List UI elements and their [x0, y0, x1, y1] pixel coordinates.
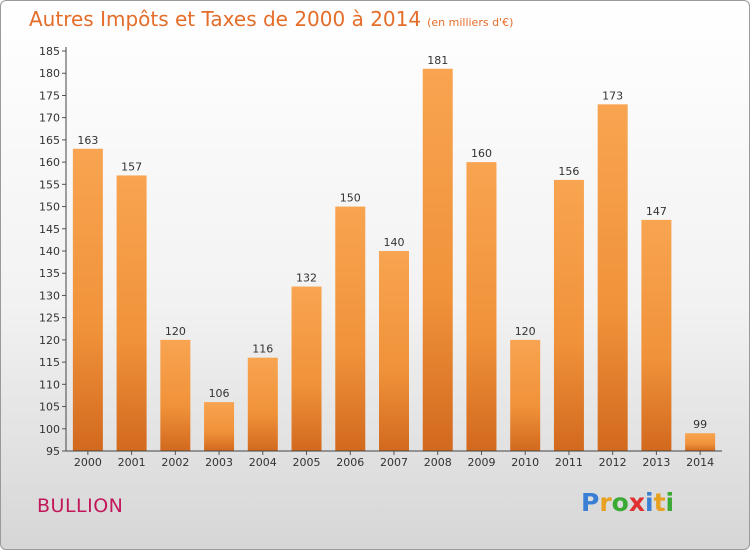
bar-value-label: 132 — [296, 272, 317, 285]
bar-value-label: 160 — [471, 147, 492, 160]
logo-letter: o — [611, 488, 629, 517]
x-tick-label: 2005 — [293, 456, 321, 469]
y-tick-label: 170 — [39, 112, 60, 125]
y-tick-label: 115 — [39, 356, 60, 369]
x-tick-label: 2004 — [249, 456, 277, 469]
bar-value-label: 163 — [77, 134, 98, 147]
y-tick-label: 140 — [39, 245, 60, 258]
chart-title-text: Autres Impôts et Taxes de 2000 à 2014 — [29, 7, 422, 31]
bar-value-label: 116 — [252, 343, 273, 356]
bar-value-label: 181 — [427, 54, 448, 67]
bar — [510, 339, 541, 451]
y-tick-label: 100 — [39, 423, 60, 436]
y-tick-label: 135 — [39, 267, 60, 280]
y-tick-label: 95 — [46, 445, 60, 458]
y-tick-label: 180 — [39, 67, 60, 80]
chart-subtitle: (en milliers d'€) — [427, 16, 514, 29]
bar-value-label: 120 — [165, 325, 186, 338]
logo-letter: P — [581, 488, 600, 517]
y-tick-label: 155 — [39, 178, 60, 191]
y-tick-label: 185 — [39, 45, 60, 58]
bar-value-label: 150 — [340, 192, 361, 205]
bar — [553, 179, 584, 451]
bar-value-label: 147 — [646, 205, 667, 218]
bar — [72, 148, 103, 451]
y-tick-label: 120 — [39, 334, 60, 347]
x-tick-label: 2011 — [555, 456, 583, 469]
logo-letter: r — [599, 488, 612, 517]
x-tick-label: 2012 — [599, 456, 627, 469]
bar-value-label: 106 — [209, 387, 230, 400]
x-tick-label: 2013 — [642, 456, 670, 469]
bar-value-label: 99 — [693, 418, 707, 431]
x-tick-label: 2002 — [161, 456, 189, 469]
x-tick-label: 2001 — [118, 456, 146, 469]
y-tick-label: 165 — [39, 134, 60, 147]
logo-letter: x — [628, 488, 645, 517]
bar-value-label: 157 — [121, 160, 142, 173]
bar — [335, 206, 366, 451]
bar — [379, 251, 409, 451]
bar-value-label: 173 — [602, 89, 623, 102]
y-tick-label: 145 — [39, 223, 60, 236]
chart-title: Autres Impôts et Taxes de 2000 à 2014 (en… — [29, 7, 513, 31]
bar-value-label: 156 — [558, 165, 579, 178]
x-tick-label: 2007 — [380, 456, 408, 469]
bar — [685, 433, 716, 451]
x-tick-label: 2008 — [424, 456, 452, 469]
place-name: BULLION — [37, 495, 124, 517]
x-tick-label: 2003 — [205, 456, 233, 469]
bar — [422, 68, 453, 452]
bar — [204, 402, 235, 451]
bar — [291, 286, 322, 451]
y-tick-label: 105 — [39, 401, 60, 414]
x-tick-label: 2014 — [686, 456, 714, 469]
bar-value-label: 140 — [384, 236, 405, 249]
logo-letter: i — [665, 488, 675, 517]
proxiti-logo: Proxiti — [581, 488, 674, 517]
bar — [597, 104, 628, 451]
bar — [247, 357, 278, 451]
x-tick-label: 2010 — [511, 456, 539, 469]
y-tick-label: 175 — [39, 89, 60, 102]
bar — [160, 339, 191, 451]
y-tick-label: 150 — [39, 201, 60, 214]
bar — [641, 219, 672, 451]
logo-letter: i — [645, 488, 654, 517]
y-tick-label: 130 — [39, 289, 60, 302]
bar-value-label: 120 — [515, 325, 536, 338]
bar — [466, 162, 497, 451]
bar — [116, 175, 147, 451]
logo-letter: t — [653, 488, 666, 517]
y-tick-label: 110 — [39, 378, 60, 391]
y-tick-label: 160 — [39, 156, 60, 169]
y-tick-label: 125 — [39, 312, 60, 325]
x-tick-label: 2000 — [74, 456, 102, 469]
x-tick-label: 2009 — [467, 456, 495, 469]
x-tick-label: 2006 — [336, 456, 364, 469]
